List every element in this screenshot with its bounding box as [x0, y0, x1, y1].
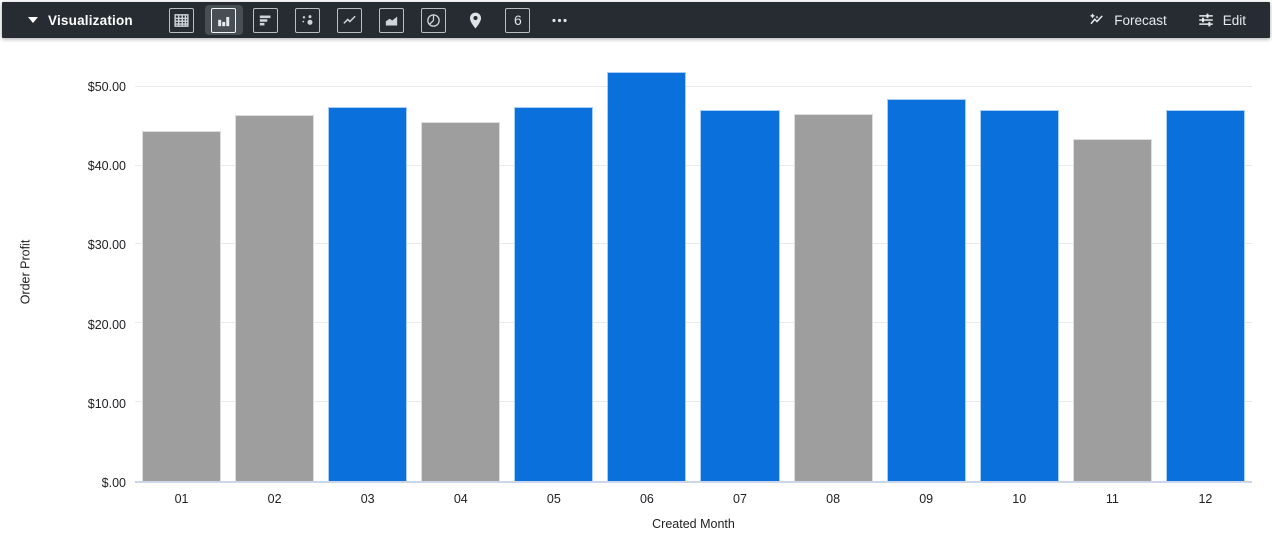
bar-11[interactable]: [1072, 138, 1152, 481]
column-chart: Order Profit $.00 $10.00 $20.00 $30.00 $40.0…: [0, 40, 1272, 560]
bars: [135, 60, 1252, 481]
y-tick-label: $10.00: [87, 396, 126, 411]
column-chart-icon: [211, 7, 237, 33]
x-tick-label: 02: [267, 492, 282, 506]
plot-area: [135, 60, 1252, 483]
bar-08[interactable]: [793, 114, 873, 481]
scatter-plot-icon: [295, 7, 321, 33]
bar-slot: [507, 60, 600, 481]
edit-settings-icon: [1198, 13, 1213, 27]
viz-type-single-value-button[interactable]: 6: [499, 5, 537, 35]
viz-type-table-button[interactable]: [163, 5, 201, 35]
bar-slot: [880, 60, 973, 481]
y-tick-label: $30.00: [87, 238, 126, 253]
bar-slot: [787, 60, 880, 481]
gridline: [135, 401, 1252, 403]
forecast-button[interactable]: Forecast: [1088, 11, 1167, 29]
bar-slot: [228, 60, 321, 481]
bar-slot: [414, 60, 507, 481]
bar-02[interactable]: [235, 115, 315, 481]
bar-chart-icon: [253, 7, 279, 33]
forecast-sparkle-icon: [1090, 13, 1104, 25]
toolbar-left-group: Visualization: [2, 2, 579, 38]
pie-chart-icon: [421, 7, 447, 33]
y-axis: $.00 $10.00 $20.00 $30.00 $40.00 $50.00: [58, 60, 126, 490]
map-pin-icon: [463, 8, 488, 33]
toolbar-right-group: Forecast Edit: [1088, 11, 1270, 29]
bar-slot: [321, 60, 414, 481]
y-tick-label: $40.00: [87, 159, 126, 174]
y-tick-label: $50.00: [87, 79, 126, 94]
visualization-toolbar: Visualization: [2, 2, 1270, 38]
viz-type-scatter-button[interactable]: [289, 5, 327, 35]
single-value-glyph: 6: [513, 12, 522, 28]
x-axis-title: Created Month: [652, 517, 735, 531]
viz-type-line-button[interactable]: [331, 5, 369, 35]
more-options-icon: [547, 8, 572, 33]
bar-slot: [1066, 60, 1159, 481]
x-tick-label: 05: [546, 492, 561, 506]
collapse-caret-icon[interactable]: [28, 17, 38, 23]
x-tick-label: 07: [733, 492, 747, 506]
bar-slot: [600, 60, 693, 481]
y-tick-label: $20.00: [87, 317, 126, 332]
x-tick-label: 10: [1012, 492, 1027, 506]
forecast-label: Forecast: [1114, 12, 1167, 28]
gridline: [135, 85, 1252, 87]
viz-type-map-button[interactable]: [457, 5, 495, 35]
bar-slot: [135, 60, 228, 481]
viz-type-area-button[interactable]: [373, 5, 411, 35]
viz-type-column-button[interactable]: [204, 5, 243, 35]
bar-07[interactable]: [700, 109, 780, 481]
x-tick-label: 06: [639, 492, 654, 506]
bar-04[interactable]: [421, 122, 501, 481]
bar-05[interactable]: [514, 106, 594, 481]
line-chart-icon: [337, 7, 363, 33]
bar-03[interactable]: [328, 106, 408, 481]
toolbar-title[interactable]: Visualization: [48, 12, 133, 28]
x-tick-label: 11: [1105, 492, 1119, 506]
bar-10[interactable]: [979, 109, 1059, 481]
bar-06[interactable]: [607, 71, 687, 481]
x-tick-label: 12: [1198, 492, 1213, 506]
bar-01[interactable]: [141, 130, 222, 481]
gridline: [135, 243, 1252, 245]
bar-slot: [693, 60, 786, 481]
area-chart-icon: [379, 7, 405, 33]
y-tick-label: $.00: [101, 476, 126, 490]
x-tick-label: 08: [826, 492, 841, 506]
x-axis-labels: 01 02 03 04 05 06 07 08 09 10 11 12: [135, 492, 1252, 506]
x-tick-label: 04: [453, 492, 468, 506]
bar-slot: [1159, 60, 1252, 481]
viz-type-bar-button[interactable]: [247, 5, 285, 35]
x-tick-label: 03: [360, 492, 375, 506]
y-axis-title-text: Order Profit: [18, 239, 33, 304]
bar-09[interactable]: [886, 99, 966, 481]
single-value-icon: 6: [505, 7, 531, 33]
gridline: [135, 322, 1252, 324]
table-icon: [169, 7, 195, 33]
edit-label: Edit: [1222, 12, 1246, 28]
bar-slot: [973, 60, 1066, 481]
gridline: [135, 164, 1252, 166]
edit-button[interactable]: Edit: [1197, 11, 1246, 29]
x-tick-label: 09: [919, 492, 934, 506]
bar-12[interactable]: [1165, 109, 1245, 481]
viz-type-more-button[interactable]: [541, 5, 579, 35]
x-tick-label: 01: [174, 492, 189, 506]
viz-type-pie-button[interactable]: [415, 5, 453, 35]
y-axis-title: Order Profit: [14, 60, 36, 483]
viz-type-row: 6: [163, 5, 579, 35]
